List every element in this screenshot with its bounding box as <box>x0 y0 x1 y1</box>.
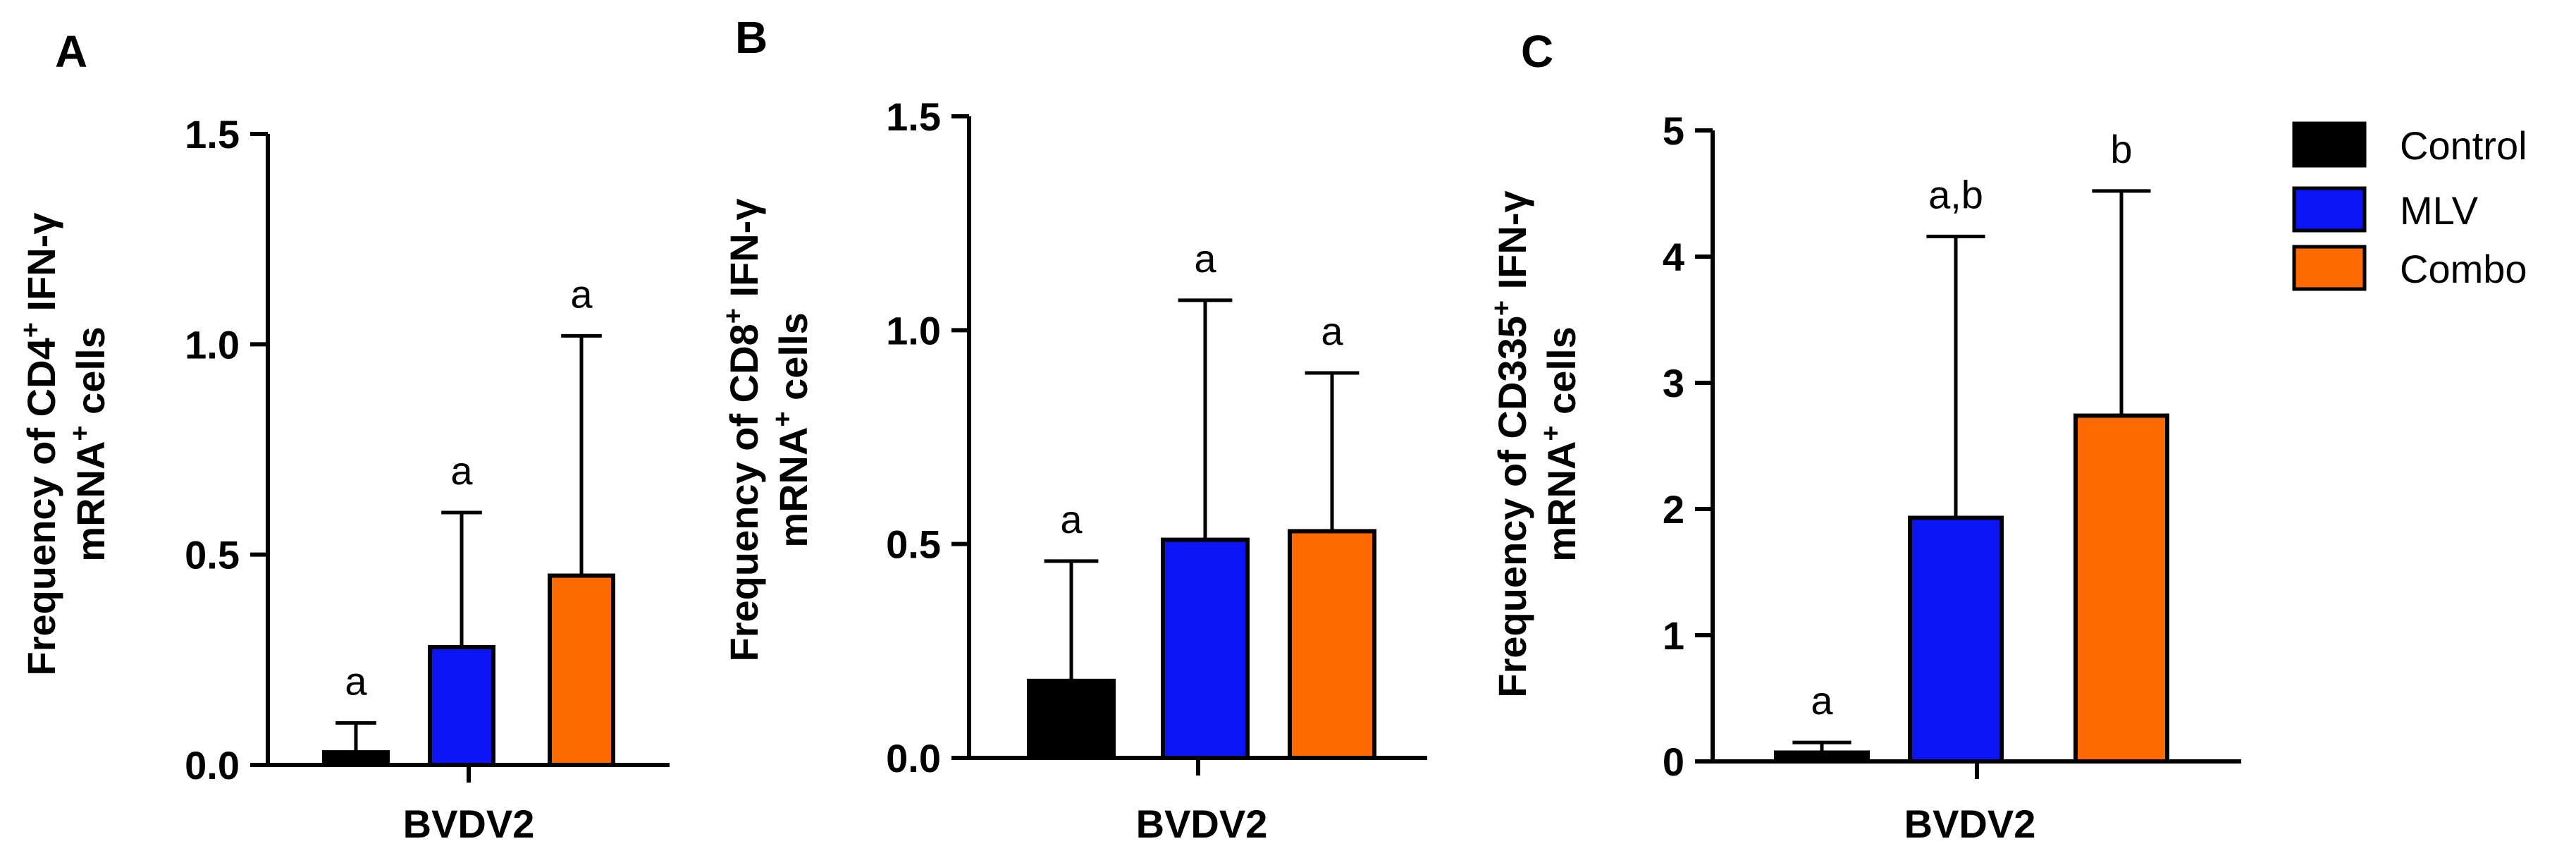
panel-letter-b: B <box>735 12 768 63</box>
bar-control <box>1027 678 1116 760</box>
y-tick-label-b: 0.5 <box>886 522 941 567</box>
y-tick-label-c: 2 <box>1663 487 1684 532</box>
bar-mlv <box>428 644 495 768</box>
legend-swatch-mlv <box>2292 186 2367 233</box>
x-axis-label-c: BVDV2 <box>1904 802 2036 846</box>
y-tick-label-b: 1.5 <box>886 94 941 139</box>
y-tick-label-a: 0.0 <box>185 743 240 787</box>
significance-label-mlv: a,b <box>1928 172 1983 216</box>
y-tick-label-b: 0.0 <box>886 736 941 780</box>
y-tick-label-b: 1.0 <box>886 308 941 353</box>
y-axis-label-b-line1: Frequency of CD8+ IFN-γ <box>719 199 766 662</box>
legend-label-mlv: MLV <box>2400 188 2479 233</box>
bar-control <box>1774 750 1870 764</box>
y-axis-label-c-line2: mRNA+ cells <box>1536 326 1584 561</box>
bar-combo <box>548 573 615 767</box>
panel-letter-c: C <box>1521 26 1553 77</box>
significance-label-combo: a <box>570 271 593 316</box>
significance-label-control: a <box>1811 678 1833 723</box>
y-axis-label-a-line2: mRNA+ cells <box>66 326 113 561</box>
bar-combo <box>2073 413 2169 764</box>
y-tick-label-a: 1.5 <box>185 112 240 157</box>
panel-a: A Frequency of CD4+ IFN-γ mRNA+ cells BV… <box>16 26 670 846</box>
legend-label-control: Control <box>2400 123 2527 168</box>
panel-c: C Frequency of CD335+ IFN-γ mRNA+ cells … <box>1487 26 2241 846</box>
bar-combo <box>1288 529 1376 760</box>
bar-mlv <box>1908 515 2004 764</box>
significance-label-control: a <box>1060 497 1083 541</box>
y-tick-label-c: 3 <box>1663 361 1684 405</box>
y-axis-label-b-line2: mRNA+ cells <box>768 312 815 547</box>
significance-label-mlv: a <box>1194 236 1216 281</box>
legend: Control MLV Combo <box>2292 121 2527 291</box>
panel-letter-a: A <box>55 26 87 77</box>
legend-swatch-combo <box>2292 245 2367 291</box>
significance-label-combo: b <box>2110 127 2132 171</box>
bar-control <box>322 750 390 767</box>
y-axis-label-a-line1: Frequency of CD4+ IFN-γ <box>16 213 63 676</box>
panel-b: B Frequency of CD8+ IFN-γ mRNA+ cells BV… <box>719 12 1427 846</box>
y-tick-label-c: 4 <box>1663 235 1684 279</box>
y-tick-label-a: 0.5 <box>185 533 240 577</box>
y-tick-label-c: 0 <box>1663 740 1684 784</box>
legend-label-combo: Combo <box>2400 247 2527 291</box>
significance-label-control: a <box>345 658 367 703</box>
x-axis-label-b: BVDV2 <box>1136 802 1268 846</box>
legend-swatch-control <box>2292 121 2367 168</box>
y-tick-label-a: 1.0 <box>185 322 240 367</box>
significance-label-combo: a <box>1321 309 1343 353</box>
significance-label-mlv: a <box>450 448 473 493</box>
bar-mlv <box>1161 537 1250 760</box>
y-axis-label-c-line1: Frequency of CD335+ IFN-γ <box>1487 190 1534 697</box>
x-axis-label-a: BVDV2 <box>403 802 535 846</box>
y-tick-label-c: 5 <box>1663 109 1684 153</box>
y-tick-label-c: 1 <box>1663 613 1684 658</box>
